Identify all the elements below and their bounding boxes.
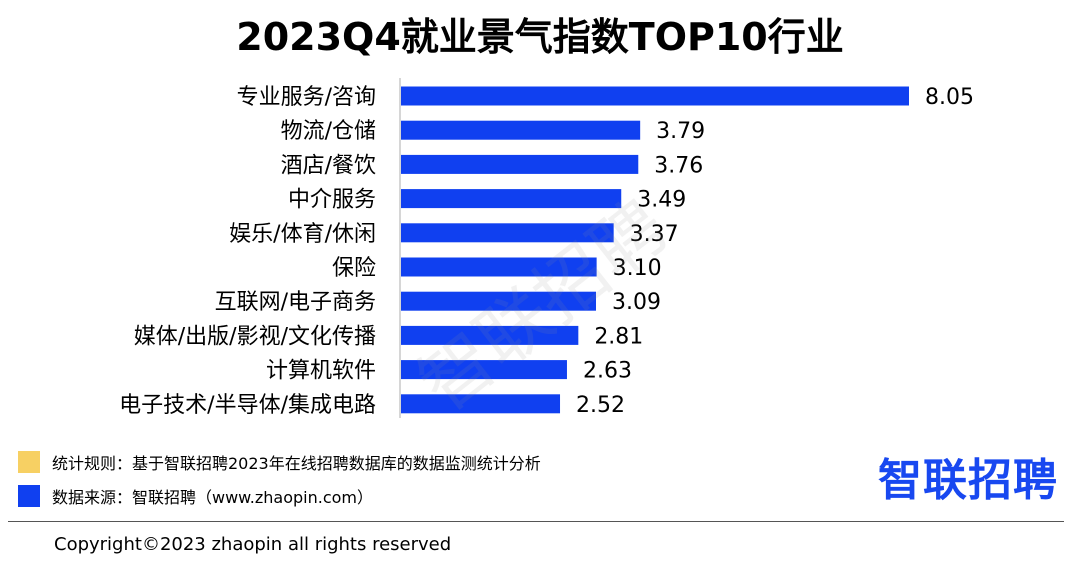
- bar-10: [401, 394, 561, 414]
- bar-5: [401, 223, 614, 243]
- category-label: 娱乐/体育/休闲: [229, 222, 376, 247]
- value-label: 8.05: [925, 85, 974, 110]
- value-label: 3.76: [654, 153, 703, 178]
- chart-title: 2023Q4就业景气指数TOP10行业: [236, 15, 844, 59]
- category-label: 物流/仓储: [281, 119, 376, 144]
- category-label: 中介服务: [288, 188, 376, 213]
- category-label: 电子技术/半导体/集成电路: [119, 393, 376, 418]
- bar-1: [401, 86, 909, 106]
- value-label: 3.09: [612, 290, 661, 315]
- bar-4: [401, 189, 622, 209]
- rule-swatch: [18, 451, 40, 473]
- bar-9: [401, 360, 567, 380]
- bar-8: [401, 325, 579, 345]
- value-label: 2.81: [594, 324, 643, 349]
- bars-group: [401, 86, 909, 414]
- category-labels-group: 专业服务/咨询物流/仓储酒店/餐饮中介服务娱乐/体育/休闲保险互联网/电子商务媒…: [119, 85, 376, 418]
- bar-2: [401, 120, 641, 140]
- category-label: 专业服务/咨询: [237, 85, 376, 110]
- value-labels-group: 8.05 3.79 3.76 3.49 3.37 3.10 3.09 2.81 2.63 2.52: [576, 85, 974, 418]
- category-label: 互联网/电子商务: [215, 290, 376, 315]
- category-label: 计算机软件: [266, 359, 376, 384]
- bar-6: [401, 257, 597, 277]
- legend-source: 数据来源：智联招聘（www.zhaopin.com）: [18, 484, 373, 508]
- category-label: 酒店/餐饮: [281, 153, 376, 178]
- value-label: 2.63: [583, 359, 632, 384]
- footer-divider: [8, 521, 1064, 522]
- legend-rule: 统计规则：基于智联招聘2023年在线招聘数据库的数据监测统计分析: [18, 450, 541, 474]
- copyright-text: Copyright©2023 zhaopin all rights reserv…: [54, 534, 452, 555]
- rule-text: 统计规则：基于智联招聘2023年在线招聘数据库的数据监测统计分析: [52, 454, 541, 473]
- value-label: 3.37: [630, 222, 679, 247]
- category-label: 媒体/出版/影视/文化传播: [134, 324, 376, 349]
- brand-logo: 智联招聘: [878, 455, 1058, 506]
- value-label: 3.79: [656, 119, 705, 144]
- value-label: 2.52: [576, 393, 625, 418]
- source-text: 数据来源：智联招聘（www.zhaopin.com）: [52, 488, 374, 507]
- category-label: 保险: [332, 256, 376, 281]
- bar-7: [401, 291, 596, 311]
- value-label: 3.49: [637, 188, 686, 213]
- bar-chart: 专业服务/咨询物流/仓储酒店/餐饮中介服务娱乐/体育/休闲保险互联网/电子商务媒…: [119, 78, 974, 418]
- value-label: 3.10: [613, 256, 662, 281]
- source-swatch: [18, 485, 40, 507]
- bar-3: [401, 154, 639, 174]
